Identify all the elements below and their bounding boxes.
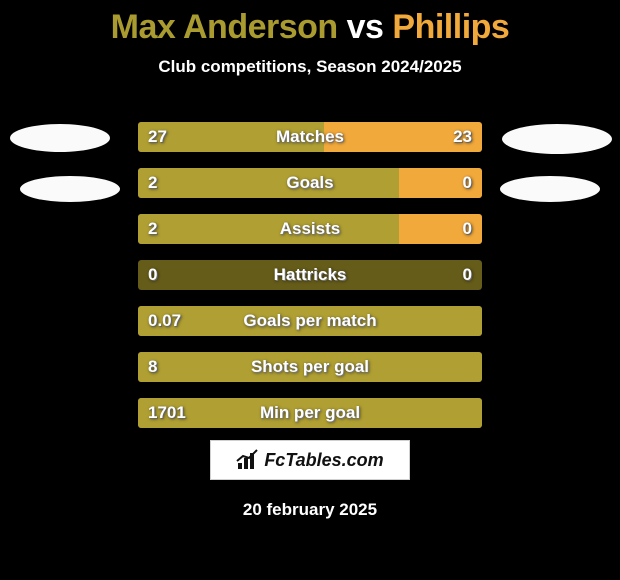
stat-row: 1701Min per goal xyxy=(138,398,482,428)
date-text: 20 february 2025 xyxy=(0,500,620,520)
stat-label: Goals per match xyxy=(138,311,482,331)
stat-row: 20Assists xyxy=(138,214,482,244)
subtitle: Club competitions, Season 2024/2025 xyxy=(0,57,620,77)
stat-label: Matches xyxy=(138,127,482,147)
title-player1: Max Anderson xyxy=(111,8,338,46)
stat-row: 0.07Goals per match xyxy=(138,306,482,336)
player1-club-placeholder xyxy=(20,176,120,202)
stat-row: 00Hattricks xyxy=(138,260,482,290)
logo-text: FcTables.com xyxy=(264,450,383,471)
stat-label: Goals xyxy=(138,173,482,193)
stat-label: Assists xyxy=(138,219,482,239)
page-title: Max Anderson vs Phillips xyxy=(0,0,620,47)
stat-row: 2723Matches xyxy=(138,122,482,152)
player2-club-placeholder xyxy=(500,176,600,202)
stat-row: 20Goals xyxy=(138,168,482,198)
player1-avatar-placeholder xyxy=(10,124,110,152)
comparison-bars: 2723Matches 20Goals 20Assists 00Hattricks 0.… xyxy=(138,122,482,444)
stat-label: Hattricks xyxy=(138,265,482,285)
title-player2: Phillips xyxy=(392,8,509,46)
player2-avatar-placeholder xyxy=(502,124,612,154)
stat-row: 8Shots per goal xyxy=(138,352,482,382)
logo-chart-icon xyxy=(236,449,260,471)
title-vs: vs xyxy=(338,8,393,46)
logo-box: FcTables.com xyxy=(210,440,410,480)
stat-label: Min per goal xyxy=(138,403,482,423)
stat-label: Shots per goal xyxy=(138,357,482,377)
